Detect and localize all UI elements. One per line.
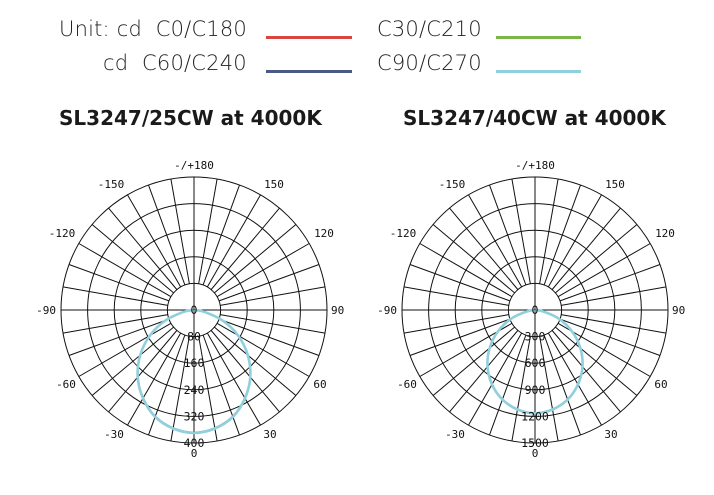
angle-label: 0 [532,447,539,460]
angle-label: -150 [439,178,466,191]
radial-tick-label: 1200 [521,409,549,423]
legend-unit-label: Unit: cd C0/C180 [59,17,247,41]
angle-label: -60 [397,378,417,391]
angle-label: 60 [313,378,326,391]
angle-label: -150 [98,178,125,191]
radial-tick-label: 80 [187,330,201,344]
radial-tick-label: 160 [184,356,205,370]
radial-tick-label: 900 [525,383,546,397]
curve-c90-c270 [486,308,584,415]
radial-tick-label: 0 [532,303,539,317]
radial-tick-label: 1500 [521,436,549,450]
polar-chart-0: -/+180 -150 150 -120 120 -90 90 -60 60 -30 30 0 0 80 1… [36,159,344,460]
radial-tick-label: 240 [184,383,205,397]
legend-c30-label: C30/C210 [377,17,482,41]
curve-c90-c270 [136,308,252,435]
angle-label: -90 [377,304,397,317]
angle-label: -/+180 [515,159,555,172]
angle-label: 120 [314,227,334,240]
radial-tick-label: 300 [525,330,546,344]
radial-tick-label: 600 [525,356,546,370]
legend-c90-label: C90/C270 [377,51,482,75]
angle-label: 90 [672,304,685,317]
legend-c60-label: C60/C240 [142,51,247,75]
angle-label: 150 [264,178,284,191]
radial-tick-label: 0 [191,303,198,317]
angle-label: -30 [104,428,124,441]
legend-unit-label-2: cd C60/C240 [103,51,247,75]
radial-tick-label: 320 [184,409,205,423]
angle-label: 0 [191,447,198,460]
angle-label: -/+180 [174,159,214,172]
legend-c30-line [496,36,581,39]
radial-tick-label: 400 [184,436,205,450]
angle-label: 60 [654,378,667,391]
unit-text-2: cd [103,51,129,75]
angle-label: -120 [390,227,417,240]
legend-c0-line [266,36,352,39]
chart-title-right: SL3247/40CW at 4000K [403,106,666,130]
angle-label: 30 [263,428,276,441]
angle-label: -60 [56,378,76,391]
unit-text: Unit: cd [59,17,142,41]
angle-label: -90 [36,304,56,317]
legend-c0-label: C0/C180 [155,17,247,41]
angle-label: 30 [604,428,617,441]
angle-label: 150 [605,178,625,191]
legend-c60-line [266,70,352,73]
angle-label: 90 [331,304,344,317]
angle-label: -120 [49,227,76,240]
chart-title-left: SL3247/25CW at 4000K [59,106,322,130]
legend-c90-line [496,70,581,73]
polar-chart-1: -/+180-150 150-120 120-90 90-60 60-30 3000300… [377,159,685,460]
angle-label: 120 [655,227,675,240]
angle-label: -30 [445,428,465,441]
